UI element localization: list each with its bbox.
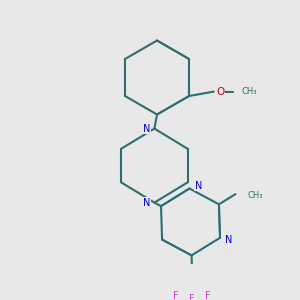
Text: N: N <box>143 124 150 134</box>
Text: N: N <box>195 181 202 191</box>
Text: N: N <box>225 236 232 245</box>
Text: F: F <box>189 294 195 300</box>
Text: CH₃: CH₃ <box>248 191 263 200</box>
Text: O: O <box>217 87 225 97</box>
Text: F: F <box>173 291 179 300</box>
Text: N: N <box>143 198 150 208</box>
Text: F: F <box>205 291 211 300</box>
Text: CH₃: CH₃ <box>242 87 257 96</box>
